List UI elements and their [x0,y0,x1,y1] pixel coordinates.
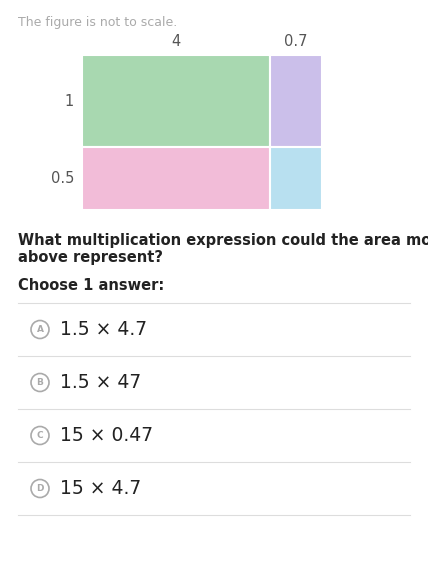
Text: 0.7: 0.7 [285,34,308,49]
Text: Choose 1 answer:: Choose 1 answer: [18,278,164,293]
Bar [270,55,322,147]
Text: A: A [36,325,44,334]
Text: 1.5 × 4.7: 1.5 × 4.7 [60,320,147,339]
Text: 15 × 4.7: 15 × 4.7 [60,479,141,498]
Text: D: D [36,484,44,493]
Text: The figure is not to scale.: The figure is not to scale. [18,16,177,29]
Text: 15 × 0.47: 15 × 0.47 [60,426,153,445]
Bar [270,147,322,210]
Text: 0.5: 0.5 [51,171,74,186]
Text: What multiplication expression could the area model: What multiplication expression could the… [18,233,428,248]
Text: 4: 4 [172,34,181,49]
Text: B: B [36,378,43,387]
Bar [82,147,270,210]
Text: C: C [37,431,43,440]
Bar [82,55,270,147]
Text: above represent?: above represent? [18,250,163,265]
Text: 1: 1 [65,94,74,109]
Text: 1.5 × 47: 1.5 × 47 [60,373,141,392]
